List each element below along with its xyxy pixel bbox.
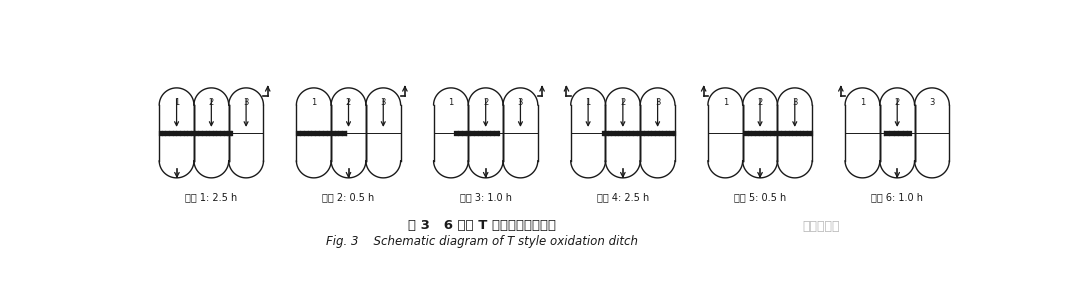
Text: 2: 2	[346, 98, 351, 107]
Text: 1: 1	[174, 98, 179, 107]
Text: 阶段 5: 0.5 h: 阶段 5: 0.5 h	[734, 192, 786, 202]
Text: 阶段 4: 2.5 h: 阶段 4: 2.5 h	[597, 192, 649, 202]
Text: 阶段 2: 0.5 h: 阶段 2: 0.5 h	[323, 192, 375, 202]
Text: 2: 2	[757, 98, 762, 107]
Text: 3: 3	[380, 98, 386, 107]
Text: 3: 3	[792, 98, 797, 107]
Text: 1: 1	[311, 98, 316, 107]
Text: 3: 3	[929, 98, 934, 107]
Text: 3: 3	[517, 98, 523, 107]
Text: 阶段 1: 2.5 h: 阶段 1: 2.5 h	[185, 192, 238, 202]
Text: 3: 3	[243, 98, 248, 107]
Text: 1: 1	[585, 98, 591, 107]
Text: 2: 2	[620, 98, 625, 107]
Text: Fig. 3    Schematic diagram of T style oxidation ditch: Fig. 3 Schematic diagram of T style oxid…	[326, 235, 638, 247]
Text: 1: 1	[723, 98, 728, 107]
Text: 3: 3	[654, 98, 660, 107]
Text: 阶段 3: 1.0 h: 阶段 3: 1.0 h	[460, 192, 512, 202]
Text: 1: 1	[448, 98, 454, 107]
Text: 环保工程师: 环保工程师	[802, 220, 839, 233]
Text: 2: 2	[894, 98, 900, 107]
Text: 2: 2	[208, 98, 214, 107]
Text: 2: 2	[483, 98, 488, 107]
Text: 阶段 6: 1.0 h: 阶段 6: 1.0 h	[872, 192, 923, 202]
Text: 1: 1	[860, 98, 865, 107]
Text: 图 3   6 阶段 T 型氧化沟工作示意: 图 3 6 阶段 T 型氧化沟工作示意	[408, 219, 556, 232]
